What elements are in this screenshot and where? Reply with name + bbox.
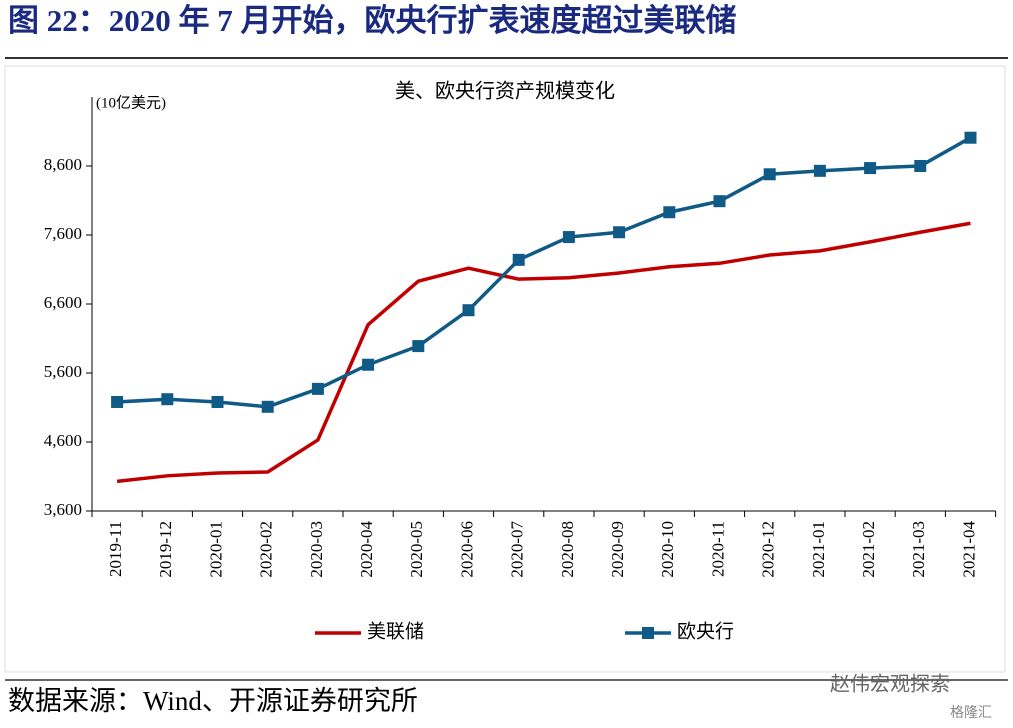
logo: 格隆汇: [950, 705, 992, 721]
x-tick-label: 2020-08: [558, 521, 577, 578]
chart-title: 美、欧央行资产规模变化: [395, 80, 615, 103]
marker: [512, 253, 525, 266]
y-tick-label: 7,600: [44, 224, 82, 243]
watermark: 赵伟宏观探索: [830, 673, 950, 696]
legend-label: 欧央行: [677, 620, 734, 642]
chart-frame: [4, 65, 1006, 673]
series-line: [117, 136, 972, 409]
marker: [211, 395, 224, 408]
source: 数据来源：Wind、开源证券研究所: [8, 686, 418, 716]
legend-marker: [642, 627, 654, 639]
x-tick-label: 2021-01: [809, 521, 828, 578]
x-tick-label: 2020-09: [608, 521, 627, 578]
x-tick-label: 2020-12: [759, 521, 778, 578]
marker: [412, 340, 425, 353]
series-line: [116, 221, 971, 484]
marker: [613, 226, 626, 239]
x-tick-label: 2020-07: [508, 521, 527, 578]
x-tick-label: 2020-06: [457, 521, 476, 578]
x-tick-label: 2020-02: [257, 521, 276, 578]
marker: [864, 162, 877, 175]
y-tick-label: 5,600: [44, 362, 82, 381]
y-tick-label: 8,600: [44, 155, 82, 174]
x-tick-label: 2020-03: [307, 521, 326, 578]
marker: [562, 231, 575, 244]
x-tick-label: 2019-11: [106, 521, 125, 577]
x-tick-label: 2020-11: [708, 521, 727, 577]
marker: [362, 358, 375, 371]
legend-label: 美联储: [367, 620, 424, 642]
figure-title: 图 22：2020 年 7 月开始，欧央行扩表速度超过美联储: [8, 3, 737, 38]
marker: [713, 195, 726, 208]
y-tick-label: 6,600: [44, 293, 82, 312]
marker: [914, 160, 927, 172]
y-tick-label: 4,600: [44, 431, 82, 450]
marker: [311, 382, 324, 395]
marker: [261, 400, 274, 413]
x-tick-label: 2020-05: [407, 521, 426, 578]
marker: [763, 168, 776, 181]
marker: [111, 395, 124, 408]
marker: [663, 206, 676, 219]
marker: [813, 164, 826, 177]
marker: [161, 393, 174, 406]
marker: [462, 304, 475, 317]
y-tick-label: 3,600: [44, 500, 82, 519]
y-axis-label: (10亿美元): [96, 94, 166, 111]
x-tick-label: 2020-10: [658, 521, 677, 578]
x-tick-label: 2021-02: [859, 521, 878, 578]
x-tick-label: 2021-03: [909, 521, 928, 578]
x-tick-label: 2021-04: [959, 521, 978, 578]
x-tick-label: 2020-01: [206, 521, 225, 578]
x-tick-label: 2020-04: [357, 521, 376, 578]
x-tick-label: 2019-12: [156, 521, 175, 578]
marker: [964, 131, 977, 144]
